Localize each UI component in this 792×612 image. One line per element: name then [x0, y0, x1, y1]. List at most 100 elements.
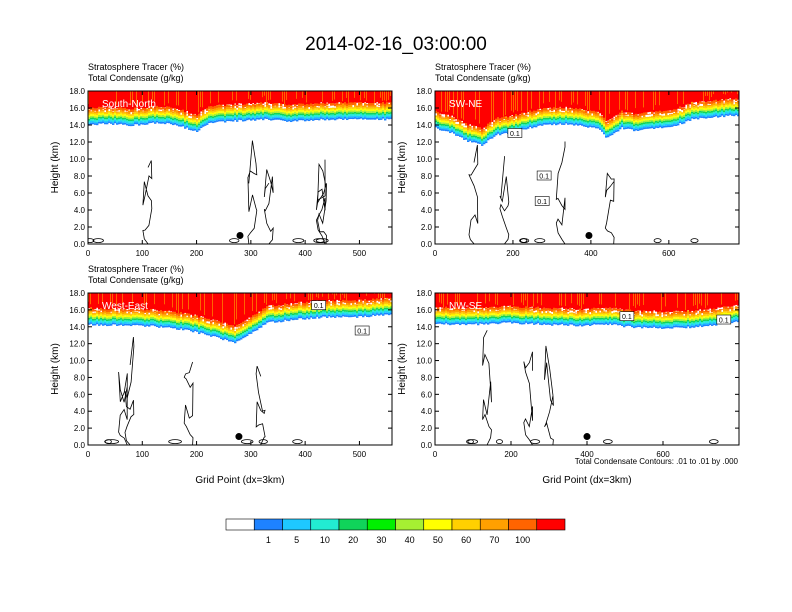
- condensate-note: Total Condensate Contours: .01 to .01 by…: [575, 457, 739, 466]
- x-tick-label: 200: [504, 450, 518, 459]
- y-tick-label: 2.0: [74, 424, 86, 433]
- y-tick-label: 16.0: [69, 306, 85, 315]
- x-tick-label: 200: [190, 249, 204, 258]
- x-tick-label: 400: [298, 249, 312, 258]
- contour-label-box: [536, 170, 552, 181]
- x-tick-label: 0: [86, 249, 91, 258]
- contour-label-text: 0.1: [539, 174, 549, 181]
- contour-label-text: 0.1: [537, 199, 547, 206]
- y-tick-label: 18.0: [69, 289, 85, 298]
- condensate-contours: [468, 141, 699, 244]
- contour-label-text: 0.1: [719, 318, 729, 325]
- y-axis-title: Height (km): [50, 343, 61, 395]
- contour-label: 0.1: [716, 314, 732, 325]
- y-tick-label: 10.0: [69, 357, 85, 366]
- y-tick-label: 14.0: [69, 323, 85, 332]
- location-marker: [585, 232, 593, 239]
- x-tick-label: 100: [136, 450, 150, 459]
- y-tick-label: 4.0: [74, 206, 86, 215]
- y-tick-label: 6.0: [421, 189, 433, 198]
- x-tick-label: 100: [136, 249, 150, 258]
- contour-label-box: [507, 128, 523, 138]
- x-axis: 0 200 400 600: [433, 91, 676, 258]
- contour-label: 0.1: [536, 170, 552, 181]
- y-tick-label: 10.0: [416, 155, 432, 164]
- x-tick-label: 400: [580, 450, 594, 459]
- y-tick-label: 8.0: [421, 172, 433, 181]
- colorbar-label: 60: [461, 535, 471, 545]
- y-tick-label: 18.0: [416, 87, 432, 96]
- contour-label: 0.1: [619, 311, 635, 321]
- condensate-contours: [466, 330, 719, 445]
- colorbar-swatch: [366, 518, 396, 531]
- colorbar-swatch: [451, 518, 481, 531]
- contour-label-box: [354, 325, 370, 336]
- y-tick-label: 6.0: [421, 390, 433, 399]
- location-marker: [235, 433, 243, 441]
- x-tick-label: 500: [353, 450, 367, 459]
- contour-label: 0.1: [354, 325, 370, 336]
- y-tick-label: 16.0: [69, 104, 85, 113]
- panel-title-line: Total Condensate (g/kg): [435, 73, 531, 83]
- y-tick-label: 10.0: [69, 155, 85, 164]
- colorbar-label: 1: [266, 535, 271, 545]
- colorbar-swatch: [423, 518, 453, 531]
- contour-label-box: [311, 300, 327, 310]
- y-axis: 0.0 2.0 4.0 6.0 8.0 10.0 12.0 14.0 16.0 18.0: [69, 289, 392, 450]
- y-tick-label: 18.0: [69, 87, 85, 96]
- y-tick-label: 6.0: [74, 189, 86, 198]
- y-tick-label: 12.0: [416, 138, 432, 147]
- colorbar: 1 5 10 20 30 40 50 60 70 100: [225, 518, 566, 545]
- colorbar-swatch: [508, 518, 538, 531]
- panels: 0.0 2.0 4.0 6.0 8.0 10.0 12.0 14.0 16.0 18.0 0 100 2…: [50, 62, 740, 486]
- panel-title-line: Total Condensate (g/kg): [88, 275, 184, 285]
- y-tick-label: 2.0: [74, 223, 86, 232]
- x-axis: 0 100 200 300 400 500: [86, 91, 367, 258]
- y-axis: 0.0 2.0 4.0 6.0 8.0 10.0 12.0 14.0 16.0 18.0: [416, 87, 739, 249]
- condensate-contours: [104, 336, 303, 445]
- panel-label: South-North: [102, 99, 156, 110]
- colorbar-swatch: [225, 518, 255, 531]
- y-tick-label: 12.0: [69, 138, 85, 147]
- y-tick-label: 12.0: [69, 340, 85, 349]
- contour-label-text: 0.1: [622, 314, 632, 321]
- y-tick-label: 4.0: [74, 407, 86, 416]
- colorbar-label: 100: [515, 535, 530, 545]
- y-axis-title: Height (km): [397, 142, 408, 194]
- contour-label-text: 0.1: [357, 329, 367, 336]
- contour-label-text: 0.1: [314, 303, 324, 310]
- x-tick-label: 300: [244, 249, 258, 258]
- x-axis-title: Grid Point (dx=3km): [542, 475, 631, 486]
- contour-label: 0.1: [534, 196, 550, 206]
- y-tick-label: 2.0: [421, 223, 433, 232]
- contour-label-box: [716, 314, 732, 325]
- panel-1: 0.0 2.0 4.0 6.0 8.0 10.0 12.0 14.0 16.0 18.0 0 100 2…: [50, 62, 393, 258]
- panel-label: West-East: [102, 301, 148, 312]
- colorbar-swatch: [536, 518, 566, 531]
- colorbar-label: 70: [489, 535, 499, 545]
- tracer-field: [435, 293, 739, 329]
- y-axis-title: Height (km): [397, 343, 408, 395]
- contour-label: 0.1: [311, 300, 327, 310]
- panel-title-line: Stratosphere Tracer (%): [435, 62, 531, 72]
- y-tick-label: 16.0: [416, 306, 432, 315]
- x-tick-label: 0: [433, 450, 438, 459]
- colorbar-label: 5: [294, 535, 299, 545]
- panel-title-line: Stratosphere Tracer (%): [88, 62, 184, 72]
- colorbar-swatch: [395, 518, 425, 531]
- panel-title-line: Stratosphere Tracer (%): [88, 264, 184, 274]
- contour-label-box: [619, 311, 635, 321]
- y-tick-label: 8.0: [421, 373, 433, 382]
- figure-title: 2014-02-16_03:00:00: [305, 34, 487, 55]
- y-tick-label: 6.0: [74, 390, 86, 399]
- colorbar-swatch: [310, 518, 340, 531]
- x-tick-label: 500: [353, 249, 367, 258]
- contour-label-box: [534, 196, 550, 206]
- y-tick-label: 16.0: [416, 104, 432, 113]
- plot-frame: [434, 90, 740, 245]
- y-tick-label: 8.0: [74, 172, 86, 181]
- y-tick-label: 4.0: [421, 407, 433, 416]
- y-tick-label: 2.0: [421, 424, 433, 433]
- y-axis-title: Height (km): [50, 142, 61, 194]
